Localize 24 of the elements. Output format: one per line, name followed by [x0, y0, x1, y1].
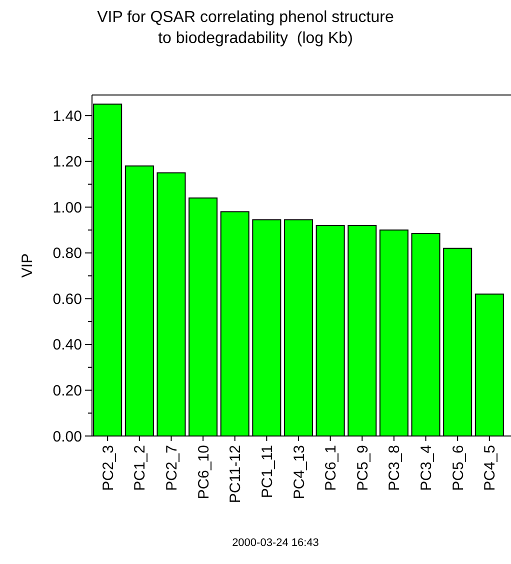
y-tick-label: 0.00: [52, 428, 82, 446]
x-tick-label: PC6_1: [322, 445, 340, 491]
x-tick-label: PC4_13: [290, 445, 308, 500]
x-tick-label: PC4_5: [482, 445, 499, 491]
y-tick-label: 1.40: [52, 108, 82, 125]
y-tick-label: 1.00: [52, 199, 82, 216]
y-tick-label: 0.40: [52, 336, 82, 354]
x-tick-label: PC2_7: [163, 445, 180, 491]
y-axis-title: VIP: [19, 253, 36, 278]
x-tick-label: PC2_3: [100, 445, 117, 491]
x-tick-label: PC1_11: [258, 445, 276, 498]
y-tick-label: 0.80: [52, 245, 82, 262]
y-tick-label: 0.60: [52, 290, 82, 308]
y-tick-label: 1.20: [52, 154, 82, 171]
x-tick-label: PC5_9: [354, 445, 372, 491]
text: 2000-03-24 16:43: [232, 537, 319, 549]
y-tick-label: 0.20: [52, 382, 82, 400]
x-tick-label: PC5_6: [450, 445, 467, 491]
x-tick-label: PC1_2: [132, 445, 149, 491]
x-tick-label: PC3_8: [386, 445, 404, 491]
x-tick-label: PC11-12: [227, 445, 244, 504]
chart-title: VIP for QSAR correlating phenol structure to biodegradability (log Kb): [97, 9, 394, 47]
x-tick-label: PC6_10: [195, 445, 212, 500]
x-tick-label: PC3_4: [418, 445, 436, 491]
